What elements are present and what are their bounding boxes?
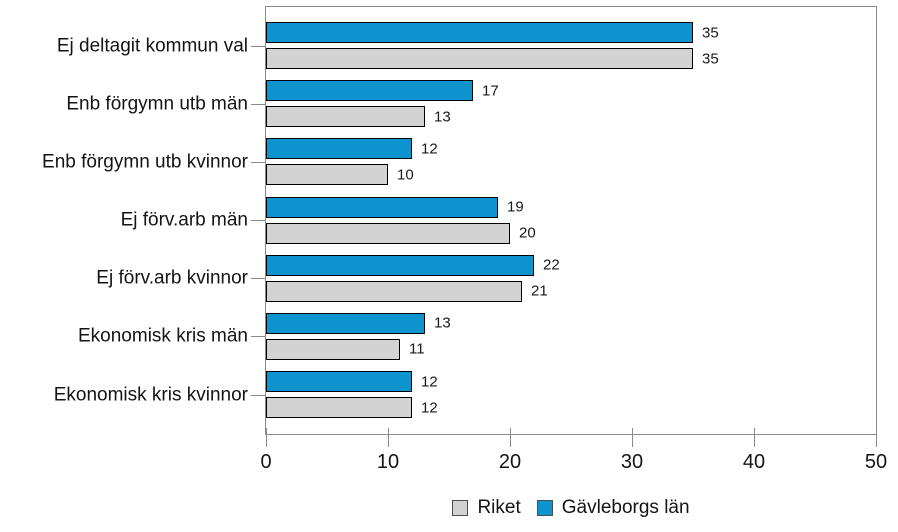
bar-gavleborgs-lan xyxy=(266,371,412,392)
bar-group: 19 20 xyxy=(266,196,876,244)
bar-riket xyxy=(266,222,510,244)
x-axis-tick xyxy=(754,428,755,447)
category-tick xyxy=(251,162,265,163)
bar-gavleborgs-lan xyxy=(266,22,693,43)
category-label: Ekonomisk kris män xyxy=(78,325,248,347)
bar-group: 17 13 xyxy=(266,80,876,128)
bar-riket xyxy=(266,48,693,69)
bar-value-label: 12 xyxy=(421,399,438,416)
bar-group: 35 35 xyxy=(266,22,876,69)
bar-row: 21 xyxy=(266,280,876,302)
legend-label: Gävleborgs län xyxy=(561,497,690,518)
bar-value-label: 12 xyxy=(421,140,438,158)
x-axis-tick xyxy=(388,428,389,447)
bar-value-label: 17 xyxy=(482,82,499,100)
category-tick xyxy=(251,104,265,105)
bar-gavleborgs-lan xyxy=(266,196,498,218)
legend-label: Riket xyxy=(477,497,521,518)
bar-value-label: 20 xyxy=(519,224,536,242)
bar-row: 13 xyxy=(266,312,876,334)
bar-value-label: 13 xyxy=(434,108,451,126)
x-tick-label: 50 xyxy=(864,451,888,473)
x-axis-tick xyxy=(876,428,877,447)
legend: Riket Gävleborgs län xyxy=(265,497,877,519)
bar-group: 12 10 xyxy=(266,138,876,186)
bar-row: 19 xyxy=(266,196,876,218)
bar-row: 35 xyxy=(266,48,876,69)
category-label: Ej förv.arb kvinnor xyxy=(96,267,248,289)
bar-gavleborgs-lan xyxy=(266,80,473,102)
x-tick-label: 10 xyxy=(376,451,400,473)
category-tick xyxy=(251,46,265,47)
bar-gavleborgs-lan xyxy=(266,312,425,334)
bar-row: 20 xyxy=(266,222,876,244)
category-label: Enb förgymn utb kvinnor xyxy=(42,151,248,173)
bar-riket xyxy=(266,106,425,128)
category-tick xyxy=(251,220,265,221)
bar-value-label: 35 xyxy=(702,24,719,41)
category-label: Ekonomisk kris kvinnor xyxy=(53,384,248,405)
bar-row: 17 xyxy=(266,80,876,102)
bar-riket xyxy=(266,164,388,186)
x-tick-label: 30 xyxy=(620,451,644,473)
bar-row: 12 xyxy=(266,138,876,160)
legend-swatch xyxy=(452,500,469,516)
x-tick-label: 40 xyxy=(742,451,766,473)
bar-row: 13 xyxy=(266,106,876,128)
bar-value-label: 10 xyxy=(397,166,414,184)
bar-riket xyxy=(266,397,412,418)
bar-row: 11 xyxy=(266,338,876,360)
legend-swatch xyxy=(536,500,553,516)
bar-row: 12 xyxy=(266,371,876,392)
bar-riket xyxy=(266,280,522,302)
category-tick xyxy=(251,395,265,396)
x-tick-label: 0 xyxy=(260,451,272,473)
x-axis-tick xyxy=(632,428,633,447)
bar-value-label: 11 xyxy=(409,340,425,358)
bar-value-label: 21 xyxy=(531,282,548,300)
bar-row: 22 xyxy=(266,254,876,276)
x-axis-tick xyxy=(510,428,511,447)
category-tick xyxy=(251,278,265,279)
x-tick-label: 20 xyxy=(498,451,522,473)
bar-value-label: 19 xyxy=(507,198,524,216)
bar-row: 35 xyxy=(266,22,876,43)
bar-gavleborgs-lan xyxy=(266,254,534,276)
legend-item: Gävleborgs län xyxy=(536,497,690,519)
plot-area: 35 35 17 13 12 10 19 20 22 21 13 11 12 12 xyxy=(265,6,877,435)
bar-group: 13 11 xyxy=(266,312,876,360)
category-tick xyxy=(251,336,265,337)
bar-row: 12 xyxy=(266,397,876,418)
bar-value-label: 13 xyxy=(434,314,451,332)
legend-item: Riket xyxy=(452,497,521,519)
bar-value-label: 35 xyxy=(702,50,719,67)
category-label: Ej förv.arb män xyxy=(120,209,248,231)
category-label: Enb förgymn utb män xyxy=(66,93,248,115)
bar-riket xyxy=(266,338,400,360)
bar-row: 10 xyxy=(266,164,876,186)
bar-gavleborgs-lan xyxy=(266,138,412,160)
bar-group: 22 21 xyxy=(266,254,876,302)
x-axis-tick xyxy=(266,428,267,447)
category-label: Ej deltagit kommun val xyxy=(56,35,248,56)
bar-value-label: 12 xyxy=(421,373,438,390)
bar-group: 12 12 xyxy=(266,371,876,418)
bar-value-label: 22 xyxy=(543,256,560,274)
